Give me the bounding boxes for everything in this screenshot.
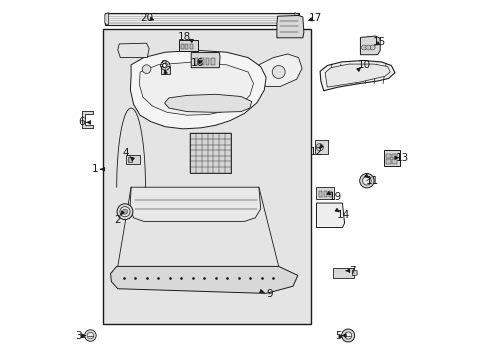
Polygon shape <box>185 44 188 49</box>
Circle shape <box>142 65 151 73</box>
Polygon shape <box>276 15 303 38</box>
Circle shape <box>341 329 354 342</box>
Polygon shape <box>320 60 394 91</box>
Text: 16: 16 <box>190 58 203 68</box>
Polygon shape <box>130 50 265 129</box>
Text: 9: 9 <box>266 289 272 300</box>
Polygon shape <box>386 154 390 158</box>
Circle shape <box>344 332 351 339</box>
Polygon shape <box>332 268 353 278</box>
Polygon shape <box>128 157 132 162</box>
Circle shape <box>117 204 133 220</box>
Polygon shape <box>318 191 322 197</box>
Polygon shape <box>164 94 251 112</box>
Polygon shape <box>325 64 389 87</box>
Polygon shape <box>81 111 93 128</box>
Polygon shape <box>316 187 333 199</box>
Polygon shape <box>391 154 396 158</box>
Text: 6: 6 <box>78 117 85 127</box>
Circle shape <box>369 45 374 50</box>
Polygon shape <box>103 29 310 324</box>
Circle shape <box>120 207 130 217</box>
Text: 19: 19 <box>328 192 341 202</box>
Circle shape <box>361 45 366 50</box>
Text: 15: 15 <box>372 37 386 48</box>
Circle shape <box>163 63 167 68</box>
Text: 12: 12 <box>309 147 323 157</box>
Polygon shape <box>205 58 209 65</box>
Circle shape <box>359 174 373 188</box>
Polygon shape <box>384 150 400 166</box>
Text: 3: 3 <box>76 330 82 341</box>
Text: 10: 10 <box>357 60 370 70</box>
Circle shape <box>316 144 323 151</box>
Polygon shape <box>257 54 302 86</box>
Polygon shape <box>328 191 332 197</box>
Text: 11: 11 <box>366 176 379 186</box>
Polygon shape <box>360 36 380 55</box>
Polygon shape <box>189 133 231 173</box>
Circle shape <box>362 176 370 185</box>
Text: 2: 2 <box>114 215 121 225</box>
Text: 14: 14 <box>337 210 350 220</box>
Text: 18: 18 <box>177 32 190 42</box>
Text: 8: 8 <box>160 60 166 70</box>
Polygon shape <box>294 13 298 25</box>
Polygon shape <box>314 140 328 154</box>
Text: 17: 17 <box>308 13 322 23</box>
Polygon shape <box>104 13 298 25</box>
Circle shape <box>272 66 285 78</box>
Polygon shape <box>194 58 198 65</box>
Polygon shape <box>316 203 344 228</box>
Polygon shape <box>110 266 297 293</box>
Polygon shape <box>126 155 140 164</box>
Text: 5: 5 <box>334 330 341 341</box>
Polygon shape <box>323 191 326 197</box>
Text: 4: 4 <box>122 148 129 158</box>
Polygon shape <box>161 66 169 74</box>
Polygon shape <box>181 44 183 49</box>
Text: 1: 1 <box>92 164 98 174</box>
Polygon shape <box>130 187 260 221</box>
Polygon shape <box>386 159 390 164</box>
Circle shape <box>84 330 96 341</box>
Polygon shape <box>211 58 214 65</box>
Text: 13: 13 <box>395 153 408 163</box>
Polygon shape <box>200 58 203 65</box>
Circle shape <box>87 332 94 339</box>
Circle shape <box>365 45 370 50</box>
Polygon shape <box>191 53 220 68</box>
Text: 20: 20 <box>141 13 154 23</box>
Polygon shape <box>391 159 396 164</box>
Circle shape <box>122 209 127 214</box>
Polygon shape <box>118 43 149 58</box>
Polygon shape <box>104 13 108 25</box>
Polygon shape <box>179 40 197 51</box>
Polygon shape <box>352 270 356 276</box>
Text: 7: 7 <box>348 266 355 276</box>
Polygon shape <box>139 62 253 115</box>
Polygon shape <box>189 44 192 49</box>
